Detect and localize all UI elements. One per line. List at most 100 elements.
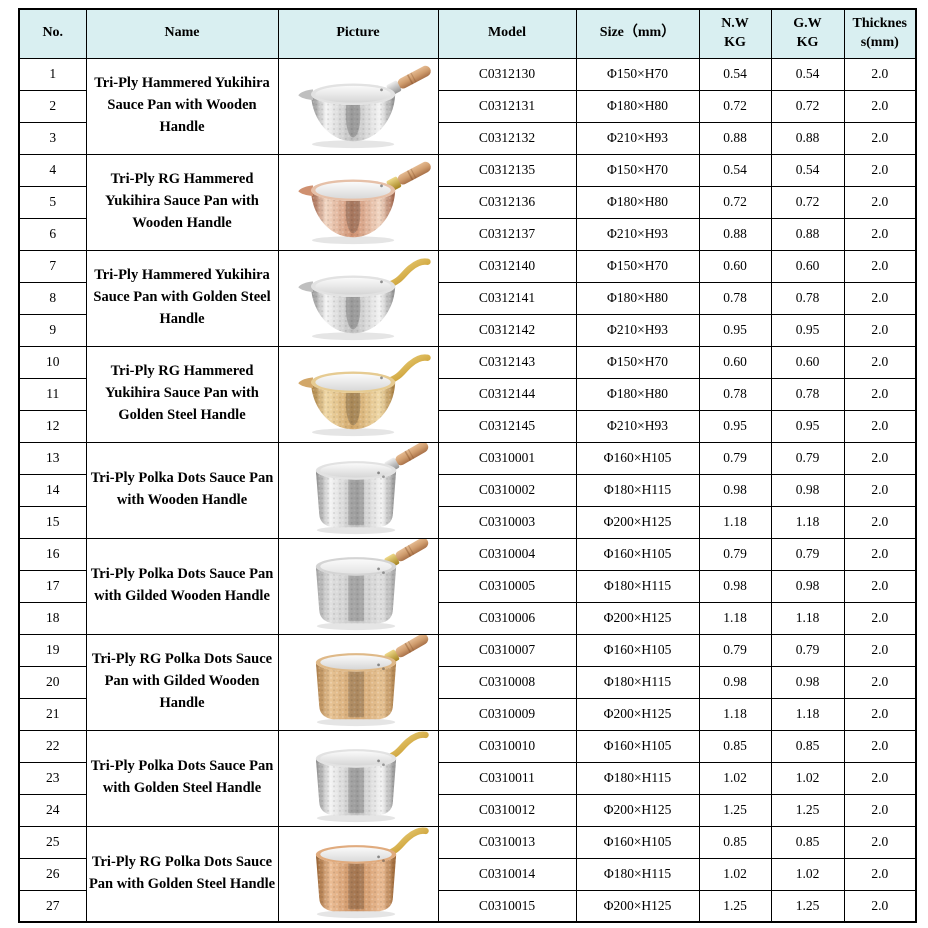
model-cell: C0310012: [437, 793, 577, 827]
no-cell: 23: [18, 761, 87, 795]
size-cell: Φ180×H115: [575, 761, 700, 795]
thickness-cell: 2.0: [843, 793, 917, 827]
col-header-nw-line1: N.W: [721, 15, 749, 31]
table-row: 13 Tri-Ply Polka Dots Sauce Pan with Wood…: [18, 441, 917, 539]
model-cell: C0312141: [437, 281, 577, 315]
thickness-cell: 2.0: [843, 217, 917, 251]
nw-cell: 1.18: [698, 505, 772, 539]
size-cell: Φ200×H125: [575, 697, 700, 731]
no-cell: 11: [18, 377, 87, 411]
table-row: 9 C0312142 Φ210×H93 0.95 0.95 2.0: [18, 313, 917, 347]
thickness-cell: 2.0: [843, 633, 917, 667]
nw-cell: 0.54: [698, 153, 772, 187]
no-cell: 2: [18, 89, 87, 123]
yukihira-pan-silver-wooden-handle-image: [298, 65, 431, 149]
thickness-cell: 2.0: [843, 57, 917, 91]
size-cell: Φ150×H70: [575, 345, 700, 379]
thickness-cell: 2.0: [843, 505, 917, 539]
thickness-cell: 2.0: [843, 281, 917, 315]
nw-cell: 1.25: [698, 889, 772, 923]
no-cell: 19: [18, 633, 87, 667]
table-row: 11 C0312144 Φ180×H80 0.78 0.78 2.0: [18, 377, 917, 411]
thickness-cell: 2.0: [843, 89, 917, 123]
thickness-cell: 2.0: [843, 249, 917, 283]
no-cell: 5: [18, 185, 87, 219]
polka-dots-pan-copper-golden-steel-handle-image: [315, 827, 429, 918]
col-header-gw: G.W KG: [770, 8, 845, 59]
table-row: 27 C0310015 Φ200×H125 1.25 1.25 2.0: [18, 889, 917, 923]
nw-cell: 0.60: [698, 345, 772, 379]
size-cell: Φ150×H70: [575, 57, 700, 91]
col-header-gw-line2: KG: [796, 34, 819, 50]
thickness-cell: 2.0: [843, 569, 917, 603]
nw-cell: 1.02: [698, 761, 772, 795]
col-header-size: Size（mm）: [575, 8, 700, 59]
no-cell: 9: [18, 313, 87, 347]
thickness-cell: 2.0: [843, 665, 917, 699]
no-cell: 20: [18, 665, 87, 699]
model-cell: C0312135: [437, 153, 577, 187]
no-cell: 3: [18, 121, 87, 155]
thickness-cell: 2.0: [843, 601, 917, 635]
polka-dots-pan-tan-gilded-wooden-handle-image: [315, 635, 429, 727]
col-header-nw: N.W KG: [698, 8, 772, 59]
model-cell: C0310001: [437, 441, 577, 475]
picture-cell: [277, 249, 439, 347]
model-cell: C0310007: [437, 633, 577, 667]
model-cell: C0312142: [437, 313, 577, 347]
gw-cell: 0.79: [770, 441, 845, 475]
nw-cell: 0.95: [698, 313, 772, 347]
no-cell: 17: [18, 569, 87, 603]
size-cell: Φ180×H80: [575, 185, 700, 219]
table-row: 21 C0310009 Φ200×H125 1.18 1.18 2.0: [18, 697, 917, 731]
table-row: 14 C0310002 Φ180×H115 0.98 0.98 2.0: [18, 473, 917, 507]
table-row: 16 Tri-Ply Polka Dots Sauce Pan with Gild…: [18, 537, 917, 635]
no-cell: 8: [18, 281, 87, 315]
name-cell: Tri-Ply Polka Dots Sauce Pan with Golden…: [85, 729, 279, 827]
no-cell: 16: [18, 537, 87, 571]
no-cell: 18: [18, 601, 87, 635]
size-cell: Φ200×H125: [575, 505, 700, 539]
no-cell: 25: [18, 825, 87, 859]
gw-cell: 1.25: [770, 793, 845, 827]
thickness-cell: 2.0: [843, 153, 917, 187]
no-cell: 21: [18, 697, 87, 731]
name-cell: Tri-Ply RG Hammered Yukihira Sauce Pan w…: [85, 345, 279, 443]
gw-cell: 0.79: [770, 537, 845, 571]
yukihira-pan-silver-golden-steel-handle-image: [298, 258, 431, 341]
model-cell: C0312132: [437, 121, 577, 155]
table-row: 17 C0310005 Φ180×H115 0.98 0.98 2.0: [18, 569, 917, 603]
no-cell: 27: [18, 889, 87, 923]
polka-dots-pan-silver-wooden-handle-image: [315, 443, 429, 535]
picture-cell: [277, 729, 439, 827]
no-cell: 24: [18, 793, 87, 827]
thickness-cell: 2.0: [843, 185, 917, 219]
col-header-no: No.: [18, 8, 87, 59]
table-row: 15 C0310003 Φ200×H125 1.18 1.18 2.0: [18, 505, 917, 539]
thickness-cell: 2.0: [843, 537, 917, 571]
no-cell: 22: [18, 729, 87, 763]
gw-cell: 1.18: [770, 601, 845, 635]
table-row: 19 Tri-Ply RG Polka Dots Sauce Pan with G…: [18, 633, 917, 731]
nw-cell: 1.25: [698, 793, 772, 827]
col-header-thickness: Thicknes s(mm): [843, 8, 917, 59]
nw-cell: 0.98: [698, 665, 772, 699]
thickness-cell: 2.0: [843, 889, 917, 923]
table-row: 10 Tri-Ply RG Hammered Yukihira Sauce Pan…: [18, 345, 917, 443]
golden-steel-handle: [384, 258, 431, 289]
polka-dots-pan-silver-golden-steel-handle-image: [315, 731, 429, 823]
nw-cell: 0.95: [698, 409, 772, 443]
table-row: 6 C0312137 Φ210×H93 0.88 0.88 2.0: [18, 217, 917, 251]
size-cell: Φ210×H93: [575, 217, 700, 251]
yukihira-pan-gold-golden-steel-handle-image: [298, 354, 431, 437]
gw-cell: 1.18: [770, 697, 845, 731]
gw-cell: 0.54: [770, 153, 845, 187]
no-cell: 13: [18, 441, 87, 475]
model-cell: C0310008: [437, 665, 577, 699]
no-cell: 7: [18, 249, 87, 283]
golden-steel-handle: [384, 354, 431, 385]
table-row: 7 Tri-Ply Hammered Yukihira Sauce Pan wit…: [18, 249, 917, 347]
gw-cell: 1.25: [770, 889, 845, 923]
nw-cell: 0.85: [698, 729, 772, 763]
